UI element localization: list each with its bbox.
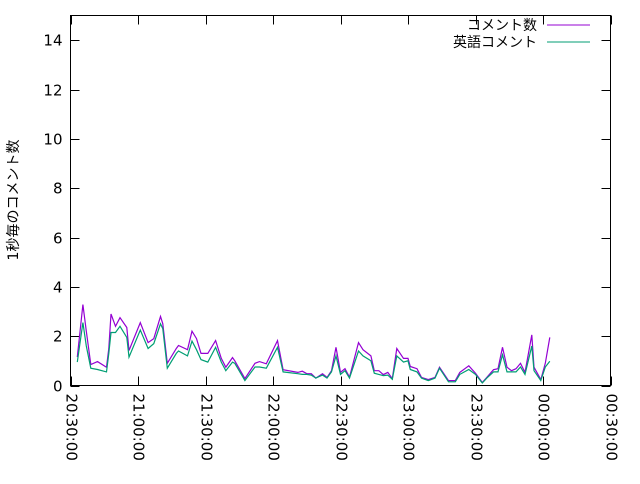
y-axis-label: 1秒毎のコメント数 [6, 140, 22, 261]
x-tick-label: 21:00:00 [130, 394, 148, 461]
axis-ticks: 0 2 4 6 8 10 12 14 20:30:00 21:00:00 21:30:00 22:00… [43, 15, 621, 461]
legend-label-0: コメント数 [467, 18, 537, 34]
x-tick-label: 23:00:00 [400, 394, 418, 461]
y-tick-label: 8 [53, 180, 63, 198]
legend-label-1: 英語コメント [453, 34, 537, 51]
y-tick-label: 0 [53, 378, 63, 396]
x-tick-label: 20:30:00 [63, 394, 81, 461]
x-tick-label: 22:00:00 [265, 394, 283, 461]
y-tick-label: 6 [53, 230, 63, 248]
y-tick-label: 10 [43, 131, 62, 149]
plot-border [70, 15, 611, 386]
x-tick-label: 23:30:00 [468, 394, 486, 461]
y-tick-label: 4 [53, 279, 63, 297]
series-line-1 [76, 322, 551, 384]
y-tick-label: 2 [53, 328, 63, 346]
series-line-0 [76, 304, 551, 384]
legend: コメント数 英語コメント [453, 18, 590, 51]
y-tick-label: 12 [43, 82, 62, 100]
x-tick-label: 00:30:00 [603, 394, 621, 461]
x-tick-label: 22:30:00 [333, 394, 351, 461]
x-tick-label: 00:00:00 [535, 394, 553, 461]
series-lines [76, 304, 551, 384]
x-tick-label: 21:30:00 [198, 394, 216, 461]
y-tick-label: 14 [43, 32, 62, 50]
